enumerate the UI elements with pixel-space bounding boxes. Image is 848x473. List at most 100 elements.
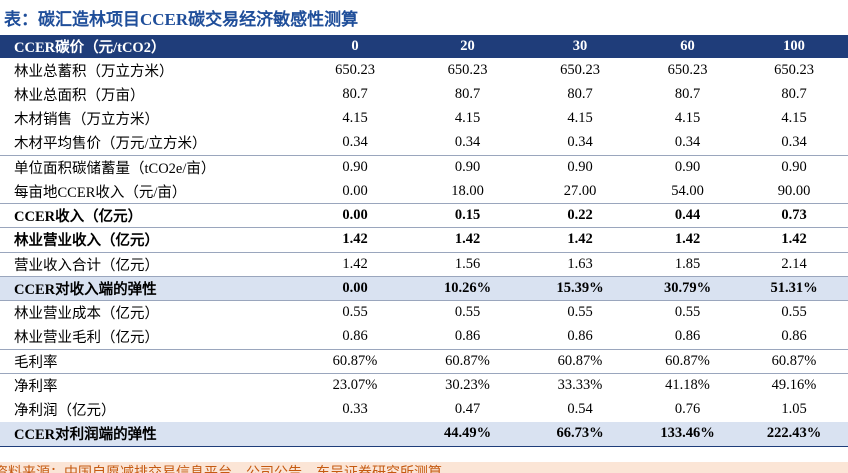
cell: 0.55 (410, 299, 525, 325)
cell: 0.76 (674, 401, 701, 418)
cell: 650.23 (447, 61, 488, 78)
table-row: 木材销售（万立方米） 4.15 4.15 4.15 4.15 4.15 (0, 107, 848, 131)
cell: 4.15 (342, 110, 368, 127)
cell: 54.00 (671, 182, 704, 199)
cell: 0.90 (740, 154, 848, 180)
cell: 80.7 (342, 85, 368, 102)
cell: 650.23 (560, 61, 600, 78)
row-label: 营业收入合计（亿元） (0, 251, 300, 277)
cell: 10.26% (410, 275, 525, 301)
row-label: 林业营业毛利（亿元） (14, 330, 159, 347)
cell: 0.55 (635, 299, 740, 325)
cell: 15.39% (525, 275, 635, 301)
cell: 0.86 (674, 328, 701, 345)
source-note: 资料来源：中国自愿减排交易信息平台，公司公告，东吴证券研究所测算 (0, 462, 848, 473)
table-row: 毛利率 60.87% 60.87% 60.87% 60.87% 60.87% (0, 348, 848, 374)
row-label: 毛利率 (0, 348, 300, 374)
cell: 650.23 (774, 61, 814, 78)
cell: 30.79% (635, 275, 740, 301)
cell: 60.87% (635, 348, 740, 374)
cell: 33.33% (525, 372, 635, 398)
cell: 18.00 (451, 182, 484, 199)
row-label: 林业营业成本（亿元） (0, 299, 300, 325)
cell: 0.90 (300, 154, 410, 180)
row-label: 木材平均售价（万元/立方米） (14, 136, 207, 153)
cell: 222.43% (740, 421, 848, 447)
data-table: CCER碳价（元/tCO2） 0 20 30 60 100 林业总蓄积（万立方米） 650.… (0, 35, 848, 447)
table-row: 林业营业收入（亿元） 1.42 1.42 1.42 1.42 1.42 (0, 227, 848, 252)
cell: 0.86 (781, 328, 807, 345)
cell: 80.7 (567, 85, 593, 102)
table-title: 表：碳汇造林项目CCER碳交易经济敏感性测算 (4, 10, 359, 29)
row-label: 林业总面积（万亩） (14, 87, 145, 104)
cell: 0.86 (567, 328, 593, 345)
row-label: 林业营业收入（亿元） (0, 227, 300, 252)
cell: 0.55 (525, 299, 635, 325)
cell: 0.44 (635, 202, 740, 228)
cell: 80.7 (454, 85, 481, 102)
table-body: 林业总蓄积（万立方米） 650.23 650.23 650.23 650.23 650.2… (0, 58, 848, 447)
row-label: 林业总蓄积（万立方米） (14, 63, 174, 80)
cell: 0.54 (567, 401, 593, 418)
table-row: 每亩地CCER收入（元/亩） 0.00 18.00 27.00 54.00 90.00 (0, 179, 848, 203)
cell: 23.07% (300, 372, 410, 398)
cell: 2.14 (740, 251, 848, 277)
cell: 30.23% (410, 372, 525, 398)
cell: 1.42 (635, 227, 740, 252)
table-row: 净利率 23.07% 30.23% 33.33% 41.18% 49.16% (0, 372, 848, 398)
cell: 1.42 (525, 227, 635, 252)
cell: 650.23 (667, 61, 708, 78)
header-cell: 60 (635, 35, 740, 58)
cell: 80.7 (674, 85, 701, 102)
cell: 0.00 (300, 202, 410, 228)
cell: 1.56 (410, 251, 525, 277)
cell: 0.90 (525, 154, 635, 180)
cell: 0.90 (410, 154, 525, 180)
cell: 0.34 (781, 134, 807, 151)
table-row: 木材平均售价（万元/立方米） 0.34 0.34 0.34 0.34 0.34 (0, 131, 848, 155)
header-row: CCER碳价（元/tCO2） 0 20 30 60 100 (0, 35, 848, 58)
cell: 1.42 (300, 251, 410, 277)
row-label: 每亩地CCER收入（元/亩） (14, 184, 187, 201)
table-row: 营业收入合计（亿元） 1.42 1.56 1.63 1.85 2.14 (0, 251, 848, 277)
cell: 133.46% (635, 421, 740, 447)
cell: 0.15 (410, 202, 525, 228)
cell: 1.42 (410, 227, 525, 252)
table-row: CCER对收入端的弹性 0.00 10.26% 15.39% 30.79% 51.31% (0, 275, 848, 301)
cell: 80.7 (781, 85, 807, 102)
cell: 51.31% (740, 275, 848, 301)
header-cell: 0 (300, 35, 410, 58)
cell: 0.34 (674, 134, 701, 151)
cell: 1.05 (781, 401, 807, 418)
cell: 4.15 (674, 110, 701, 127)
table-row: CCER收入（亿元） 0.00 0.15 0.22 0.44 0.73 (0, 202, 848, 228)
table-row: 林业营业成本（亿元） 0.55 0.55 0.55 0.55 0.55 (0, 299, 848, 325)
table-row: 净利润（亿元） 0.33 0.47 0.54 0.76 1.05 (0, 398, 848, 422)
cell: 0.86 (342, 328, 368, 345)
table-row: 林业营业毛利（亿元） 0.86 0.86 0.86 0.86 0.86 (0, 325, 848, 349)
table-row: 单位面积碳储蓄量（tCO2e/亩） 0.90 0.90 0.90 0.90 0.90 (0, 154, 848, 180)
cell: 0.00 (342, 182, 368, 199)
cell: 0.73 (740, 202, 848, 228)
row-label: 木材销售（万立方米） (14, 112, 159, 129)
cell: 60.87% (525, 348, 635, 374)
cell: 60.87% (740, 348, 848, 374)
cell: 1.42 (300, 227, 410, 252)
cell: 0.33 (342, 401, 368, 418)
row-label: 单位面积碳储蓄量（tCO2e/亩） (0, 154, 300, 180)
table-row: CCER对利润端的弹性 44.49% 66.73% 133.46% 222.43% (0, 421, 848, 447)
cell: 0.34 (342, 134, 368, 151)
header-cell: 20 (410, 35, 525, 58)
cell: 44.49% (410, 421, 525, 447)
cell: 60.87% (410, 348, 525, 374)
header-cell: CCER碳价（元/tCO2） (0, 35, 300, 58)
cell: 0.34 (567, 134, 593, 151)
cell (300, 421, 410, 447)
cell: 4.15 (567, 110, 593, 127)
row-label: 净利润（亿元） (14, 403, 116, 420)
cell: 1.85 (635, 251, 740, 277)
cell: 0.55 (300, 299, 410, 325)
cell: 4.15 (454, 110, 481, 127)
cell: 0.34 (454, 134, 481, 151)
